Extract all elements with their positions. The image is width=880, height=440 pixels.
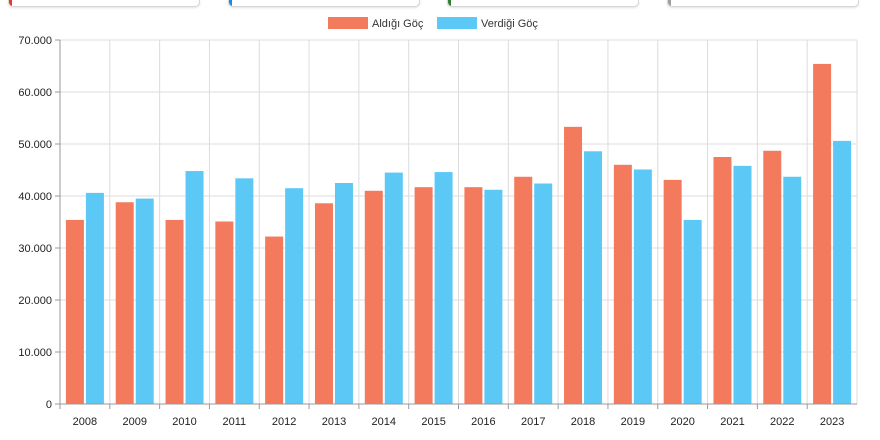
x-tick-label: 2016 (471, 416, 495, 428)
bar-received[interactable] (564, 126, 583, 404)
y-tick-label: 70.000 (18, 35, 52, 47)
bar-received[interactable] (414, 187, 433, 404)
x-tick-label: 2017 (521, 416, 545, 428)
summary-card-accent (668, 0, 671, 6)
bar-received[interactable] (364, 190, 383, 404)
bar-received[interactable] (464, 187, 483, 404)
summary-card-1[interactable] (8, 0, 200, 7)
bar-given[interactable] (783, 176, 802, 404)
bar-received[interactable] (65, 219, 84, 404)
summary-card-accent (229, 0, 232, 6)
bar-given[interactable] (85, 192, 104, 404)
legend-swatch-received[interactable] (328, 17, 368, 29)
y-axis-ticks: 0 10.000 20.000 30.000 40.000 50.000 60.000 70.… (18, 35, 60, 411)
summary-card-accent (448, 0, 451, 6)
bar-given[interactable] (434, 172, 453, 404)
bar-received[interactable] (813, 63, 832, 405)
x-tick-label: 2020 (670, 416, 694, 428)
x-tick-label: 2009 (122, 416, 146, 428)
bar-received[interactable] (663, 179, 682, 404)
summary-card-accent (9, 0, 12, 6)
summary-card-2[interactable] (228, 0, 420, 7)
bar-received[interactable] (165, 219, 184, 404)
x-tick-label: 2021 (720, 416, 744, 428)
x-tick-label: 2008 (73, 416, 97, 428)
bar-received[interactable] (713, 157, 732, 404)
x-tick-label: 2013 (322, 416, 346, 428)
chart-bars (65, 63, 852, 405)
chart-legend: Aldığı Göç Verdiği Göç (328, 17, 538, 30)
x-axis-ticks: 2008 2009 2010 2011 2012 2013 2014 2015 2016 2017… (59, 404, 844, 428)
y-tick-label: 50.000 (18, 139, 52, 151)
bar-given[interactable] (235, 178, 254, 404)
y-tick-label: 40.000 (18, 191, 52, 203)
y-tick-label: 30.000 (18, 243, 52, 255)
y-tick-label: 60.000 (18, 87, 52, 99)
bar-given[interactable] (683, 219, 702, 404)
bar-given[interactable] (833, 140, 852, 404)
bar-received[interactable] (763, 150, 782, 404)
bar-given[interactable] (584, 151, 603, 404)
legend-swatch-given[interactable] (437, 17, 477, 29)
x-tick-label: 2023 (820, 416, 844, 428)
x-tick-label: 2011 (223, 416, 247, 428)
summary-card-4[interactable] (667, 0, 859, 7)
bar-given[interactable] (135, 198, 154, 404)
x-tick-label: 2019 (621, 416, 645, 428)
bar-given[interactable] (285, 188, 304, 404)
summary-card-3[interactable] (447, 0, 639, 7)
x-tick-label: 2012 (272, 416, 296, 428)
bar-given[interactable] (185, 171, 204, 404)
bar-received[interactable] (613, 164, 632, 404)
bar-received[interactable] (215, 221, 234, 404)
bar-given[interactable] (484, 189, 503, 404)
bar-received[interactable] (115, 202, 134, 404)
x-tick-label: 2022 (770, 416, 794, 428)
bar-received[interactable] (314, 203, 333, 404)
y-tick-label: 20.000 (18, 295, 52, 307)
bar-given[interactable] (384, 172, 403, 404)
x-tick-label: 2015 (421, 416, 445, 428)
x-tick-label: 2014 (372, 416, 396, 428)
x-tick-label: 2018 (571, 416, 595, 428)
y-tick-label: 0 (46, 399, 52, 411)
x-tick-label: 2010 (172, 416, 196, 428)
bar-given[interactable] (733, 165, 752, 404)
bar-given[interactable] (534, 183, 553, 404)
y-tick-label: 10.000 (18, 347, 52, 359)
legend-label-given: Verdiği Göç (481, 18, 538, 30)
bar-given[interactable] (334, 183, 353, 404)
legend-label-received: Aldığı Göç (372, 18, 424, 30)
bar-received[interactable] (514, 176, 533, 404)
bar-given[interactable] (633, 169, 652, 404)
bar-received[interactable] (265, 236, 284, 404)
